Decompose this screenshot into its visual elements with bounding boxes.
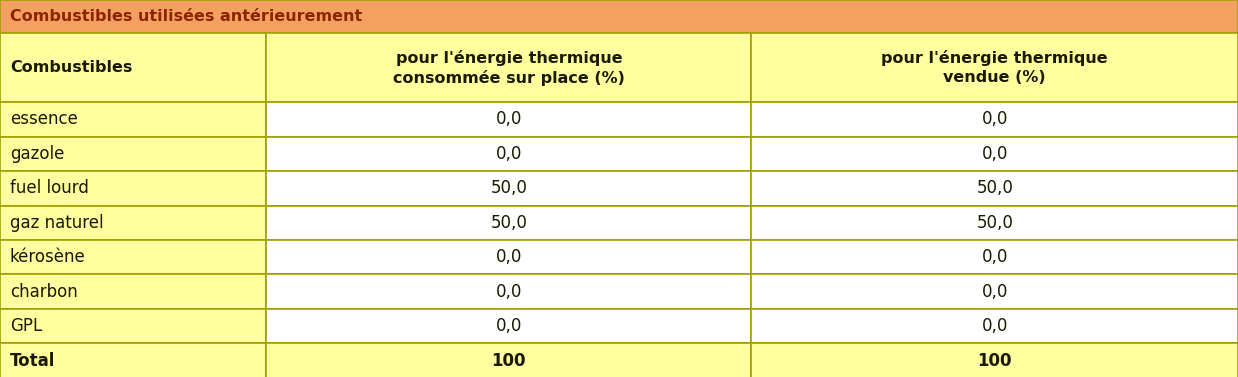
Text: 50,0: 50,0 xyxy=(977,214,1013,232)
Bar xyxy=(0,136,266,171)
Text: 50,0: 50,0 xyxy=(490,214,527,232)
Bar xyxy=(0,240,266,274)
Text: kérosène: kérosène xyxy=(10,248,85,266)
Text: charbon: charbon xyxy=(10,283,78,301)
Bar xyxy=(0,171,266,205)
Bar xyxy=(751,171,1238,205)
Text: 0,0: 0,0 xyxy=(495,248,522,266)
Text: GPL: GPL xyxy=(10,317,42,335)
Text: pour l'énergie thermique
consommée sur place (%): pour l'énergie thermique consommée sur p… xyxy=(392,50,625,86)
Bar xyxy=(0,309,266,343)
Bar xyxy=(0,343,266,377)
Bar xyxy=(266,205,751,240)
Text: 100: 100 xyxy=(491,352,526,369)
Text: 0,0: 0,0 xyxy=(495,145,522,163)
Text: 100: 100 xyxy=(978,352,1011,369)
Bar xyxy=(266,240,751,274)
Bar xyxy=(0,33,266,102)
Text: Combustibles: Combustibles xyxy=(10,60,132,75)
Bar xyxy=(0,205,266,240)
Bar xyxy=(266,309,751,343)
Bar xyxy=(751,274,1238,309)
Text: 0,0: 0,0 xyxy=(982,145,1008,163)
Text: fuel lourd: fuel lourd xyxy=(10,179,89,197)
Text: 50,0: 50,0 xyxy=(977,179,1013,197)
Text: essence: essence xyxy=(10,110,78,129)
Bar xyxy=(751,102,1238,136)
Text: gazole: gazole xyxy=(10,145,64,163)
Text: 0,0: 0,0 xyxy=(982,248,1008,266)
Text: 0,0: 0,0 xyxy=(495,317,522,335)
Text: 0,0: 0,0 xyxy=(982,317,1008,335)
Bar xyxy=(266,274,751,309)
Bar xyxy=(751,343,1238,377)
Bar xyxy=(751,205,1238,240)
Text: 0,0: 0,0 xyxy=(495,283,522,301)
Text: Total: Total xyxy=(10,352,56,369)
Bar xyxy=(0,274,266,309)
Bar xyxy=(751,240,1238,274)
Bar xyxy=(751,33,1238,102)
Bar xyxy=(266,171,751,205)
Bar xyxy=(0,0,1238,33)
Text: 0,0: 0,0 xyxy=(982,283,1008,301)
Text: 50,0: 50,0 xyxy=(490,179,527,197)
Text: Combustibles utilisées antérieurement: Combustibles utilisées antérieurement xyxy=(10,9,363,24)
Bar xyxy=(266,102,751,136)
Text: 0,0: 0,0 xyxy=(495,110,522,129)
Bar xyxy=(751,309,1238,343)
Bar xyxy=(751,136,1238,171)
Bar xyxy=(266,136,751,171)
Bar xyxy=(0,102,266,136)
Text: gaz naturel: gaz naturel xyxy=(10,214,104,232)
Bar xyxy=(266,343,751,377)
Bar xyxy=(266,33,751,102)
Text: 0,0: 0,0 xyxy=(982,110,1008,129)
Text: pour l'énergie thermique
vendue (%): pour l'énergie thermique vendue (%) xyxy=(881,51,1108,85)
